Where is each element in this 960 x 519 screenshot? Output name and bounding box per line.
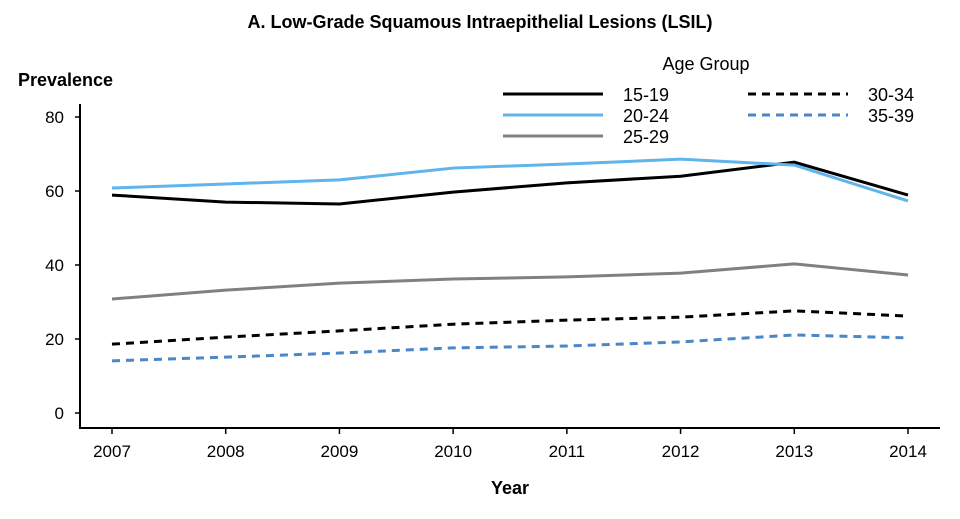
legend-label: 25-29 [623,127,669,147]
x-axis-label: Year [491,478,529,498]
legend-label: 30-34 [868,85,914,105]
x-tick-label: 2009 [321,442,359,461]
x-tick-label: 2011 [549,442,586,461]
series-line-25-29 [111,262,909,301]
x-tick-label: 2007 [93,442,131,461]
y-tick-label: 80 [45,108,64,127]
chart-title: A. Low-Grade Squamous Intraepithelial Le… [247,12,712,32]
series-line-20-24 [111,157,909,203]
x-tick-label: 2010 [434,442,472,461]
y-tick-label: 20 [45,330,64,349]
x-tick-label: 2013 [775,442,813,461]
legend-title: Age Group [662,54,749,74]
y-tick-label: 40 [45,256,64,275]
x-tick-label: 2014 [889,442,927,461]
x-tick-label: 2012 [662,442,700,461]
y-tick-label: 60 [45,182,64,201]
legend-label: 15-19 [623,85,669,105]
series-line-30-34 [111,309,909,346]
y-axis-label: Prevalence [18,70,113,90]
y-tick-label: 0 [55,404,64,423]
x-tick-label: 2008 [207,442,245,461]
legend-label: 35-39 [868,106,914,126]
series-line-35-39 [111,333,909,363]
legend-label: 20-24 [623,106,669,126]
